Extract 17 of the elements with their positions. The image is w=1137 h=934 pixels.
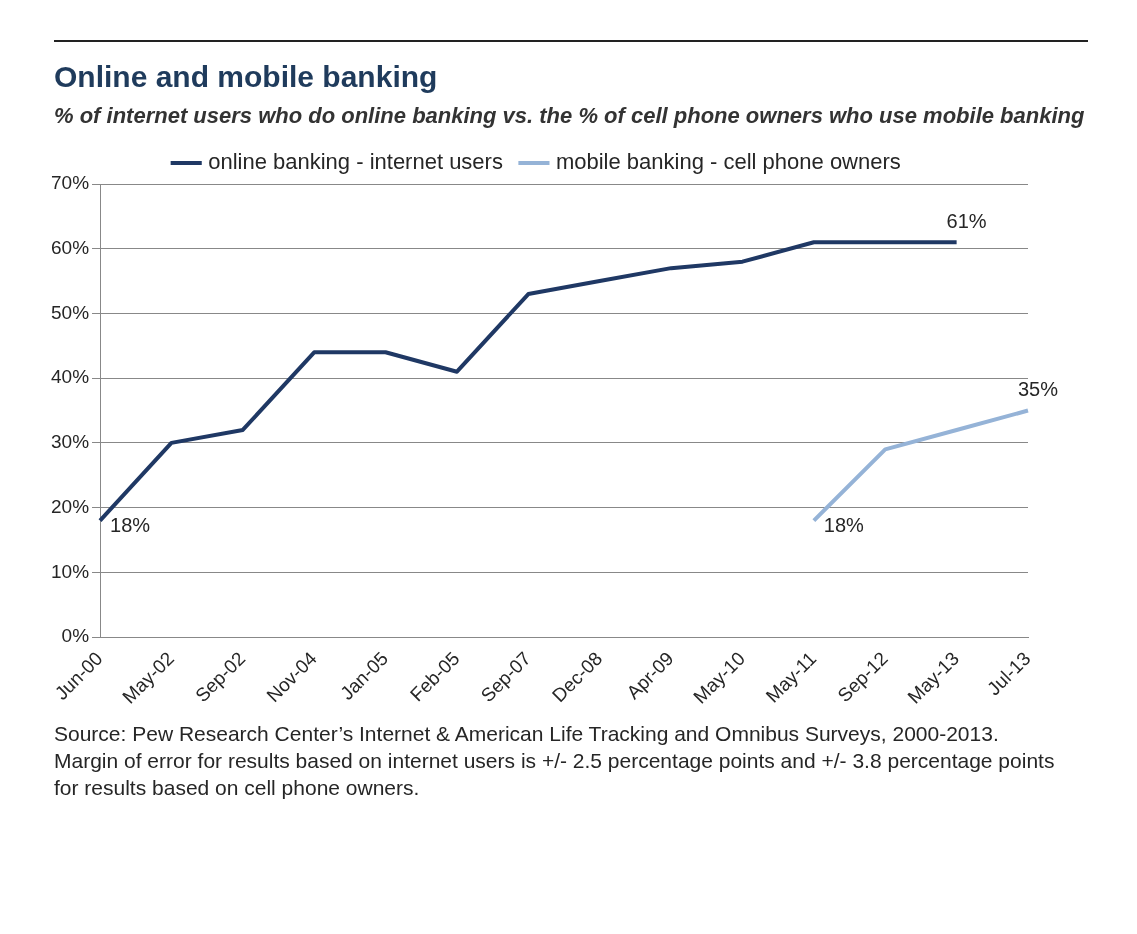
y-tick-label: 30% bbox=[51, 431, 90, 453]
legend-label: online banking - internet users bbox=[208, 148, 503, 174]
y-tick-label: 20% bbox=[51, 495, 90, 517]
chart-subtitle: % of internet users who do online banking vs. the % of cell phone owners who use mobile banking bbox=[54, 102, 1086, 130]
data-label: 35% bbox=[1017, 377, 1059, 400]
data-label: 18% bbox=[110, 513, 151, 536]
data-label: 61% bbox=[946, 209, 987, 232]
y-tick-label: 50% bbox=[51, 301, 90, 323]
y-tick-label: 60% bbox=[51, 236, 90, 258]
data-label: 18% bbox=[823, 513, 865, 536]
chart-title: Online and mobile banking bbox=[54, 60, 439, 94]
y-tick-label: 40% bbox=[51, 366, 90, 388]
y-tick-label: 70% bbox=[51, 172, 90, 194]
legend-label: mobile banking - cell phone owners bbox=[555, 148, 901, 174]
y-tick-label: 0% bbox=[61, 625, 90, 647]
y-tick-label: 10% bbox=[51, 560, 90, 582]
source-note: Source: Pew Research Center’s Internet & American Life Tracking and Omnibus Surveys, 2000-2013. Margin of error for results based on internet users is +/- 2.5 percentage points and +/- 3.8 percentage points for results based on cell phone owners. bbox=[54, 720, 1056, 802]
